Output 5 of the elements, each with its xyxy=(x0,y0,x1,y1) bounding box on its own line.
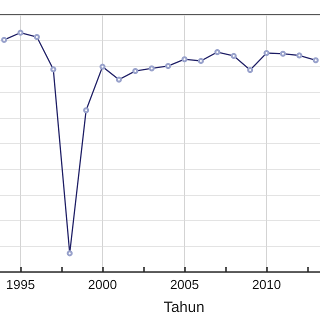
x-tick-label: 1995 xyxy=(6,277,35,292)
x-axis-title: Tahun xyxy=(164,299,204,316)
x-tick-label: 2000 xyxy=(88,277,117,292)
x-tick-label: 2005 xyxy=(170,277,199,292)
x-tick-label: 2010 xyxy=(252,277,281,292)
